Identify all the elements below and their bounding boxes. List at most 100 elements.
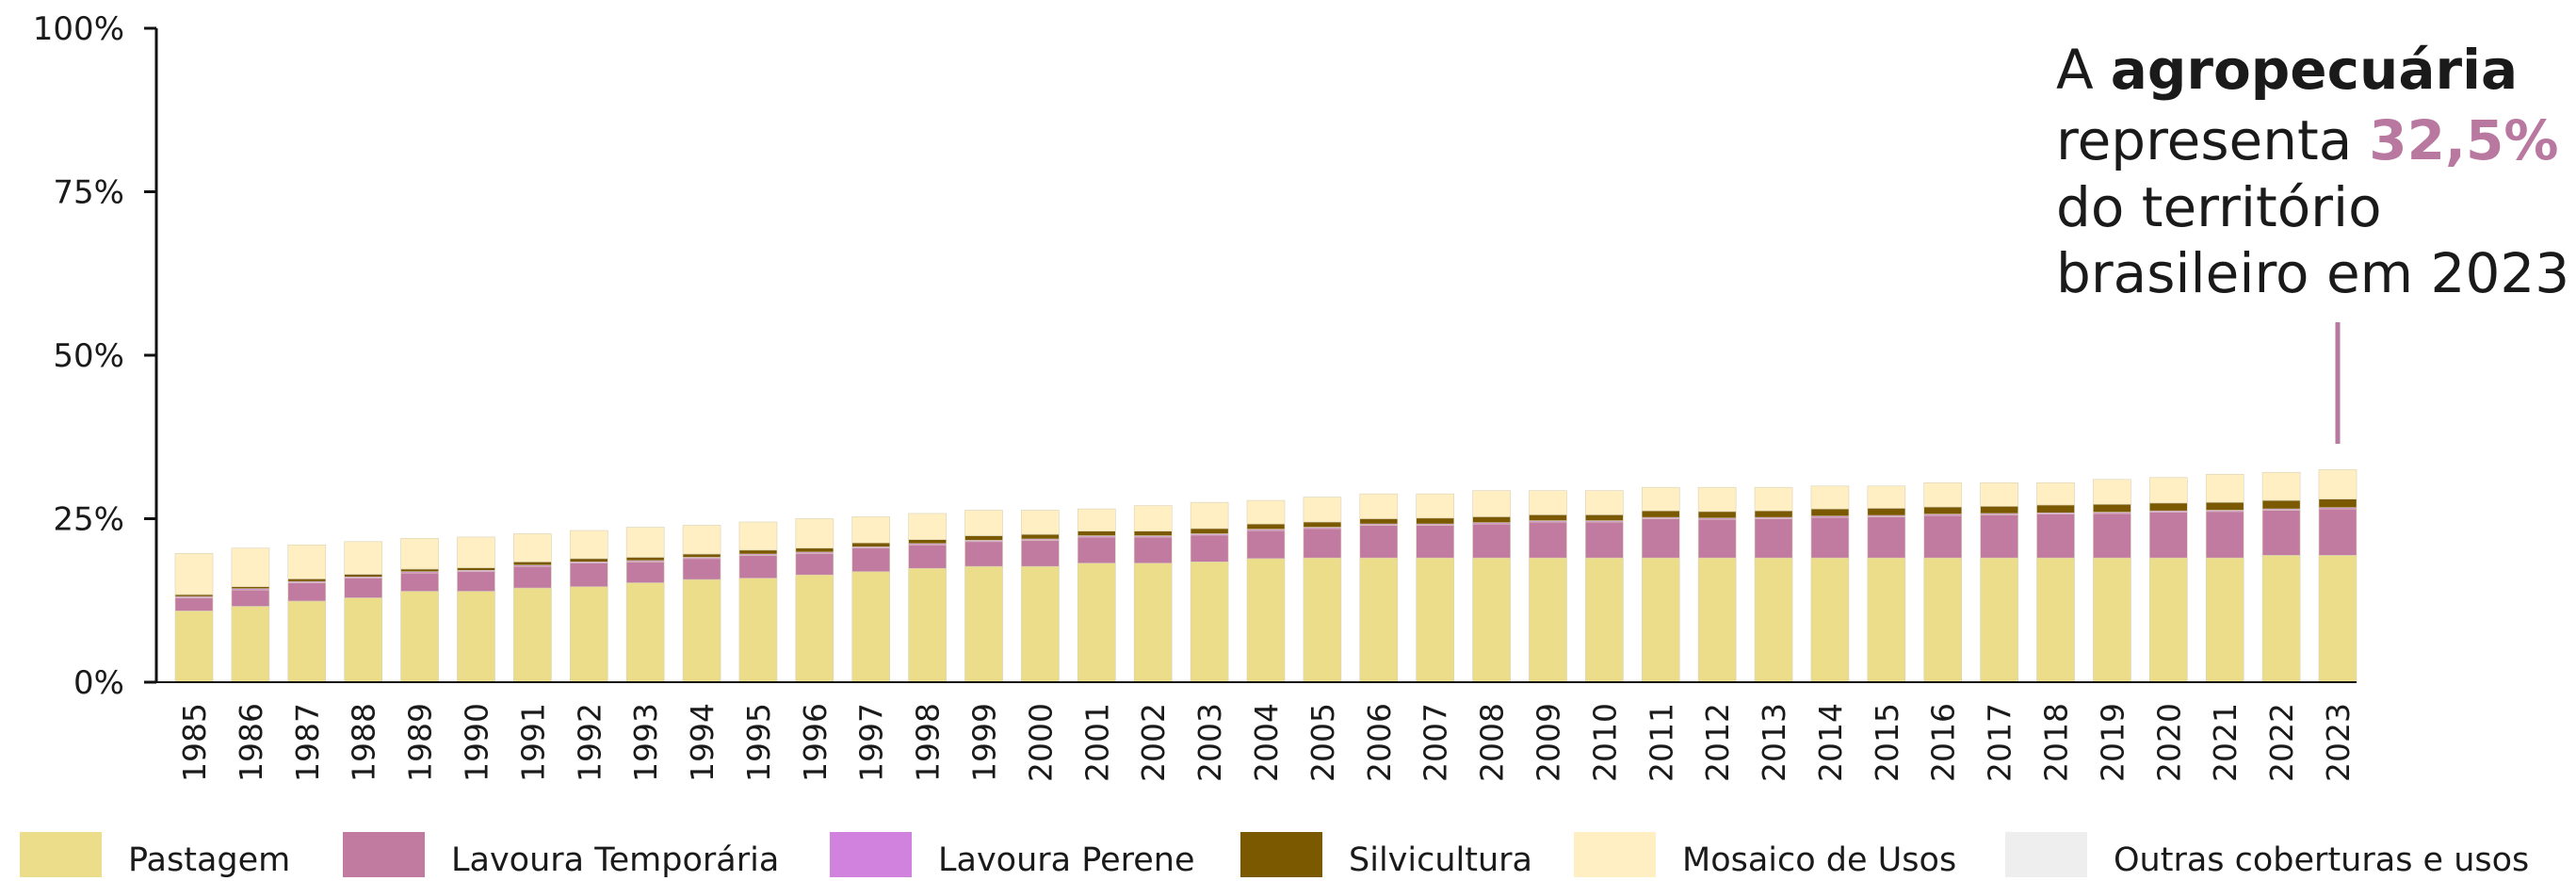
bar-segment: [1867, 508, 1906, 516]
annotation-part: brasileiro em 2023: [2056, 241, 2569, 305]
bar-segment: [1810, 516, 1850, 559]
bar-segment: [231, 586, 270, 590]
bar-segment: [964, 510, 1003, 536]
x-tick-label: 1996: [797, 703, 834, 782]
legend-swatch: [1240, 832, 1322, 877]
bar-segment: [738, 555, 778, 579]
bar-segment: [1359, 557, 1399, 683]
bar-segment: [513, 565, 552, 589]
bar-segment: [1923, 514, 1963, 559]
annotation-line: representa 32,5%: [2056, 108, 2559, 172]
x-tick-label: 1995: [740, 703, 777, 782]
bar-segment: [1133, 530, 1173, 536]
bar-segment: [625, 557, 665, 562]
legend-label: Silvicultura: [1349, 841, 1532, 877]
x-tick-label: 1999: [966, 703, 1003, 782]
bar-segment: [569, 558, 608, 563]
bar-segment: [1190, 501, 1229, 530]
bar-segment: [1021, 510, 1060, 535]
bar-segment: [287, 600, 327, 683]
bar-segment: [569, 586, 608, 683]
bar-segment: [682, 579, 721, 683]
bar-segment: [1641, 557, 1680, 683]
bar-segment: [1867, 557, 1906, 683]
x-tick-label: 2001: [1078, 703, 1115, 782]
x-tick-label: 2005: [1304, 703, 1341, 782]
bar-segment: [513, 562, 552, 566]
bar-segment: [851, 547, 891, 573]
x-tick-label: 1997: [853, 703, 890, 782]
bar-segment: [1754, 518, 1793, 559]
x-tick-label: 1994: [684, 703, 721, 782]
bar-segment: [1472, 516, 1511, 523]
bar-segment: [2205, 557, 2244, 683]
bar-segment: [344, 578, 382, 598]
bar-segment: [457, 536, 495, 568]
bar-segment: [2036, 557, 2075, 683]
bar-segment: [1980, 557, 2018, 683]
bar-segment: [1246, 523, 1286, 530]
x-tick-label: 2008: [1474, 703, 1511, 782]
legend-label: Lavoura Perene: [938, 841, 1194, 877]
bar-segment: [1697, 511, 1737, 519]
bar-segment: [569, 563, 608, 587]
x-tick-label: 2013: [1756, 703, 1792, 782]
bar-segment: [1077, 536, 1116, 563]
bar-segment: [851, 516, 891, 544]
x-tick-label: 2017: [1982, 703, 2018, 782]
bar-segment: [1359, 525, 1399, 559]
bar-segment: [1529, 521, 1567, 559]
bar-segment: [1077, 563, 1116, 683]
bar-segment: [2261, 471, 2301, 501]
bar-segment: [2149, 502, 2188, 512]
bar-segment: [908, 513, 947, 541]
bar-segment: [174, 597, 214, 612]
annotation-line: brasileiro em 2023: [2056, 241, 2569, 305]
bar-segment: [1416, 557, 1454, 683]
bar-segment: [738, 578, 778, 683]
bar-segment: [1585, 490, 1624, 515]
bar-segment: [1416, 517, 1454, 525]
x-tick-label: 1991: [514, 703, 551, 782]
bar-segment: [1923, 506, 1963, 514]
bar-segment: [1359, 493, 1399, 519]
bar-segment: [513, 587, 552, 683]
annotation-line: do território: [2056, 175, 2382, 239]
bar-segment: [1810, 485, 1850, 510]
bar-segment: [964, 541, 1003, 567]
bar-segment: [2205, 501, 2244, 511]
bar-segment: [1754, 486, 1793, 512]
y-tick-label: 50%: [53, 337, 124, 375]
x-tick-label: 2011: [1643, 703, 1679, 782]
bar-segment: [2205, 474, 2244, 503]
bar-segment: [851, 542, 891, 547]
bar-segment: [1472, 557, 1511, 683]
bar-segment: [1529, 490, 1567, 515]
legend-label: Lavoura Temporária: [451, 841, 779, 877]
bar-segment: [569, 530, 608, 560]
bar-segment: [2205, 511, 2244, 559]
bar-segment: [1754, 557, 1793, 683]
bar-segment: [1697, 518, 1737, 559]
x-tick-label: 2016: [1925, 703, 1962, 782]
bar-segment: [682, 558, 721, 580]
bar-segment: [1077, 508, 1116, 531]
bar-segment: [1697, 486, 1737, 513]
legend-swatch: [20, 832, 102, 877]
bar-segment: [1133, 536, 1173, 563]
bar-segment: [231, 547, 270, 587]
bar-segment: [513, 533, 552, 563]
bar-segment: [1021, 565, 1060, 683]
y-tick-label: 75%: [53, 174, 124, 212]
bar-segment: [1810, 557, 1850, 683]
legend-swatch: [2005, 832, 2087, 877]
bar-segment: [1021, 533, 1060, 540]
bar-segment: [1867, 516, 1906, 559]
bar-segment: [2149, 512, 2188, 559]
bar-segment: [287, 582, 327, 602]
legend-swatch: [343, 832, 425, 877]
legend-swatch: [830, 832, 912, 877]
